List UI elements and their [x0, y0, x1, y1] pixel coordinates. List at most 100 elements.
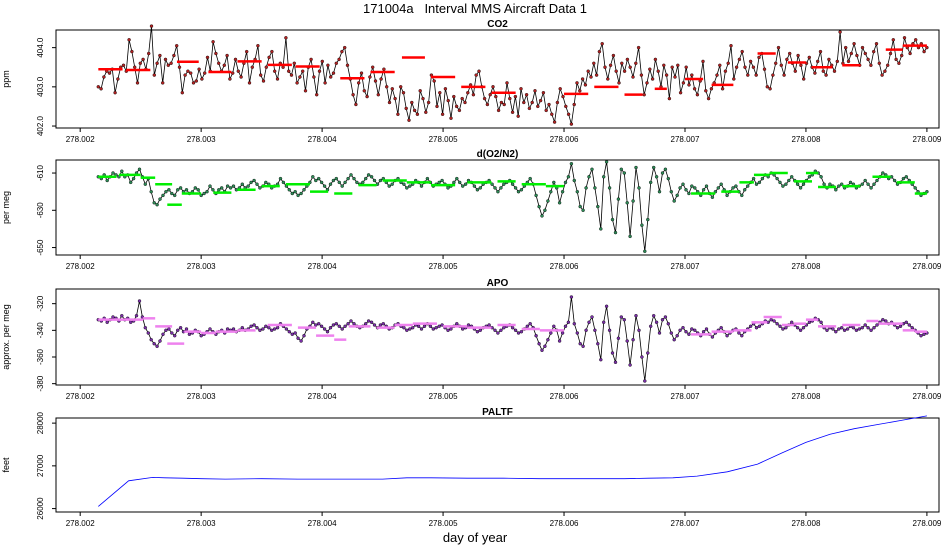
- data-point-co2: [281, 65, 285, 69]
- data-point-apo: [487, 323, 491, 327]
- y-axis-label: approx. per meg: [1, 304, 11, 370]
- data-point-apo: [781, 327, 785, 331]
- data-point-co2: [320, 59, 324, 64]
- data-point-co2: [410, 100, 414, 105]
- data-point-o2n2: [743, 188, 747, 192]
- data-point-o2n2: [440, 178, 444, 183]
- data-point-co2: [180, 90, 185, 95]
- data-point-apo: [440, 323, 444, 327]
- data-point-co2: [782, 73, 786, 77]
- data-point-apo: [405, 328, 409, 332]
- data-point-apo: [519, 330, 524, 334]
- data-point-co2: [452, 94, 456, 99]
- data-point-co2: [130, 49, 134, 54]
- data-point-apo: [437, 324, 441, 328]
- data-point-co2: [376, 92, 380, 97]
- data-point-o2n2: [264, 180, 268, 185]
- data-point-o2n2: [587, 175, 591, 179]
- data-point-co2: [628, 65, 632, 69]
- data-point-o2n2: [860, 182, 864, 186]
- data-point-apo: [249, 324, 253, 328]
- data-point-apo: [296, 336, 300, 340]
- data-point-co2: [586, 69, 590, 73]
- y-tick-label: -380: [36, 375, 45, 392]
- data-point-co2: [438, 90, 442, 95]
- data-point-o2n2: [716, 186, 720, 190]
- data-point-apo: [657, 331, 662, 335]
- data-point-o2n2: [390, 182, 394, 186]
- data-point-co2: [146, 51, 151, 56]
- data-point-o2n2: [631, 199, 635, 203]
- data-point-apo: [819, 320, 823, 324]
- data-point-apo: [778, 324, 782, 328]
- data-point-co2: [222, 63, 227, 68]
- data-point-apo: [275, 326, 280, 330]
- data-point-co2: [309, 57, 313, 62]
- x-tick-label: 278.006: [550, 519, 579, 528]
- data-point-apo: [513, 328, 518, 332]
- data-point-o2n2: [746, 184, 750, 188]
- data-point-apo: [851, 326, 856, 330]
- data-point-o2n2: [863, 178, 867, 183]
- data-point-co2: [673, 75, 677, 79]
- data-point-o2n2: [343, 180, 347, 185]
- data-point-co2: [449, 116, 453, 120]
- data-point-apo: [643, 379, 647, 383]
- data-point-co2: [653, 57, 658, 62]
- data-point-o2n2: [657, 189, 662, 194]
- data-point-apo: [528, 322, 532, 326]
- data-point-apo: [540, 348, 544, 352]
- data-point-co2: [608, 63, 613, 68]
- y-tick-label: 28000: [36, 411, 45, 434]
- data-point-co2: [477, 69, 481, 73]
- data-point-apo: [516, 331, 521, 335]
- data-point-co2: [583, 83, 588, 87]
- data-point-o2n2: [913, 186, 917, 190]
- data-point-co2: [762, 67, 767, 71]
- data-point-o2n2: [425, 176, 430, 181]
- data-point-co2: [897, 61, 901, 65]
- data-point-co2: [877, 61, 881, 65]
- data-point-apo: [616, 336, 621, 340]
- data-point-apo: [904, 320, 908, 324]
- data-point-apo: [825, 328, 829, 332]
- data-point-apo: [340, 327, 344, 331]
- data-point-apo: [199, 334, 203, 338]
- data-point-co2: [695, 92, 700, 97]
- data-point-apo: [775, 322, 779, 326]
- x-tick-label: 278.006: [550, 262, 579, 271]
- data-point-co2: [289, 73, 294, 77]
- data-point-co2: [488, 92, 492, 97]
- data-point-co2: [544, 108, 548, 113]
- data-point-co2: [365, 94, 369, 99]
- data-point-co2: [849, 51, 853, 56]
- data-point-co2: [460, 96, 464, 101]
- data-point-apo: [549, 331, 553, 335]
- data-point-o2n2: [681, 182, 685, 186]
- data-point-co2: [701, 59, 705, 64]
- panel-title: CO2: [487, 19, 508, 30]
- data-point-o2n2: [120, 169, 124, 173]
- data-point-co2: [687, 83, 691, 87]
- data-point-apo: [710, 335, 715, 339]
- data-point-apo: [334, 322, 338, 326]
- data-point-co2: [860, 45, 865, 50]
- x-tick-label: 278.004: [308, 135, 337, 144]
- data-point-o2n2: [719, 182, 723, 186]
- data-point-apo: [557, 339, 562, 343]
- data-point-o2n2: [364, 176, 368, 181]
- data-point-apo: [881, 318, 885, 322]
- data-point-apo: [652, 314, 656, 318]
- data-point-apo: [149, 338, 153, 342]
- data-point-o2n2: [790, 175, 794, 179]
- data-point-apo: [143, 326, 148, 330]
- x-tick-label: 278.009: [912, 392, 941, 401]
- data-point-co2: [99, 87, 103, 91]
- data-point-apo: [625, 339, 629, 343]
- data-point-apo: [593, 328, 597, 332]
- data-point-apo: [610, 351, 615, 355]
- y-tick-label: -630: [36, 202, 45, 219]
- data-point-apo: [322, 327, 327, 331]
- data-point-o2n2: [649, 180, 653, 185]
- data-point-apo: [422, 324, 427, 328]
